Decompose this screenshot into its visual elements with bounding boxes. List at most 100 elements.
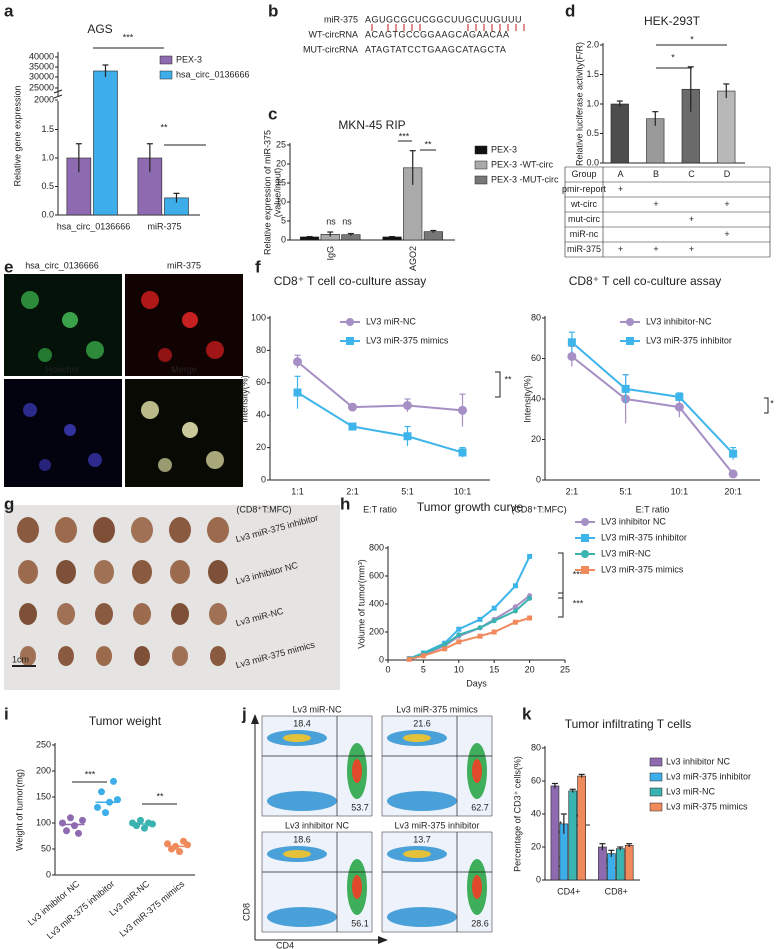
legend-label: LV3 miR-375 inhibitor	[601, 532, 687, 542]
y-tick-label: 20	[256, 442, 266, 452]
chart-title: Tumor weight	[89, 714, 162, 728]
legend-label: LV3 miR-375 inhibitor	[646, 335, 732, 345]
legend-label: LV3 miR-375 mimics	[601, 564, 684, 574]
legend-swatch	[474, 145, 488, 155]
marker	[512, 608, 518, 614]
table-cell: +	[618, 244, 623, 254]
y-tick-label: 0	[261, 474, 266, 484]
bar	[568, 790, 578, 881]
marker	[456, 626, 462, 632]
marker	[403, 400, 412, 410]
panel-label: h	[340, 494, 350, 513]
bar	[300, 236, 320, 241]
y-tick-label: 400	[369, 598, 384, 608]
x-tick-label: AGO2	[408, 246, 418, 271]
tumor	[208, 560, 228, 584]
line-series	[296, 391, 463, 454]
quadrant-value: 53.7	[351, 802, 369, 812]
tumor	[17, 517, 39, 543]
marker	[456, 639, 462, 645]
tumor	[134, 646, 150, 666]
quadrant-value: 21.6	[413, 718, 431, 728]
y-tick-label: 1.5	[586, 69, 599, 79]
table-cell: +	[653, 199, 658, 209]
y-tick-label: 30000	[29, 71, 54, 81]
dot	[75, 829, 82, 837]
y-tick-label: 80	[256, 345, 266, 355]
density	[352, 759, 362, 783]
panel-label: c	[268, 104, 277, 123]
table-cell: C	[688, 169, 695, 179]
x-tick-label: 0	[385, 664, 390, 674]
marker	[512, 619, 518, 625]
marker	[293, 388, 302, 397]
x-tick-label: 25	[560, 664, 570, 674]
fluorescence-images	[4, 274, 243, 487]
quadrant-value: 18.6	[293, 834, 311, 844]
significance: ***	[85, 769, 96, 779]
y-tick-label: 0.5	[41, 181, 54, 191]
tumor	[170, 560, 190, 584]
marker	[442, 642, 448, 648]
x-axis-note: (CD8⁺T:MFC)	[236, 504, 291, 514]
x-tick-label: 10:1	[671, 486, 689, 496]
panel-label: b	[268, 1, 278, 20]
y-tick-label: 150	[36, 791, 51, 801]
x-tick-label: 1:1	[291, 486, 304, 496]
axis-break	[53, 89, 63, 94]
marker	[729, 449, 738, 458]
marker	[458, 448, 467, 457]
legend-label: LV3 inhibitor NC	[601, 516, 666, 526]
x-tick-label: 5:1	[401, 486, 414, 496]
y-tick-label: 600	[369, 570, 384, 580]
panel-label: a	[4, 1, 14, 20]
tumor	[133, 603, 151, 625]
sequence: ATAGTATCCTGAAGCATAGCTA	[365, 44, 506, 54]
marker	[728, 469, 738, 479]
significance: **	[160, 122, 168, 132]
scale-label: 1cm	[12, 654, 29, 664]
panel-label: g	[4, 494, 14, 513]
significance: ns	[326, 216, 336, 226]
marker	[293, 357, 302, 367]
y-tick-label: 0	[281, 234, 286, 244]
marker	[458, 405, 467, 415]
legend-label: Lv3 miR-375 inhibitor	[666, 771, 751, 781]
table-cell: mut-circ	[568, 214, 600, 224]
y-tick-label: 40	[256, 410, 266, 420]
y-tick-label: 5	[281, 215, 286, 225]
density	[472, 759, 482, 783]
legend-label: PEX-3	[491, 144, 517, 154]
significance: ***	[399, 131, 410, 141]
quadrant-value: 62.7	[471, 802, 489, 812]
dot	[114, 796, 121, 804]
y-axis-label: Intensity(%)	[239, 375, 249, 423]
plot-title: Lv3 miR-375 mimics	[396, 704, 478, 714]
y-tick-label: 1.0	[586, 98, 599, 108]
y-tick-label: 250	[36, 739, 51, 749]
y-axis-label: Relative expression of miR-375	[262, 130, 272, 255]
density	[352, 875, 362, 899]
y-tick-label: 60	[531, 775, 541, 785]
tumor	[19, 603, 37, 625]
panel-label: e	[4, 257, 13, 276]
x-tick-label: 20	[525, 664, 535, 674]
significance: ***	[573, 598, 584, 608]
marker	[527, 595, 533, 601]
bar	[577, 775, 586, 881]
tumor	[210, 646, 226, 666]
dot	[184, 841, 191, 849]
marker	[477, 616, 483, 622]
image-label: Merge	[171, 364, 197, 374]
y-axis-label: (value/input)	[272, 168, 282, 218]
y-axis-label: Intensity(%)	[522, 375, 532, 423]
tumor	[132, 560, 152, 584]
y-axis-label: Percentage of CD3⁺ cells(%)	[512, 756, 522, 872]
x-tick-label: 2:1	[566, 486, 579, 496]
table-cell: Group	[571, 169, 596, 179]
y-tick-label: 0.5	[586, 128, 599, 138]
table-cell: +	[724, 199, 729, 209]
table-cell: +	[689, 214, 694, 224]
